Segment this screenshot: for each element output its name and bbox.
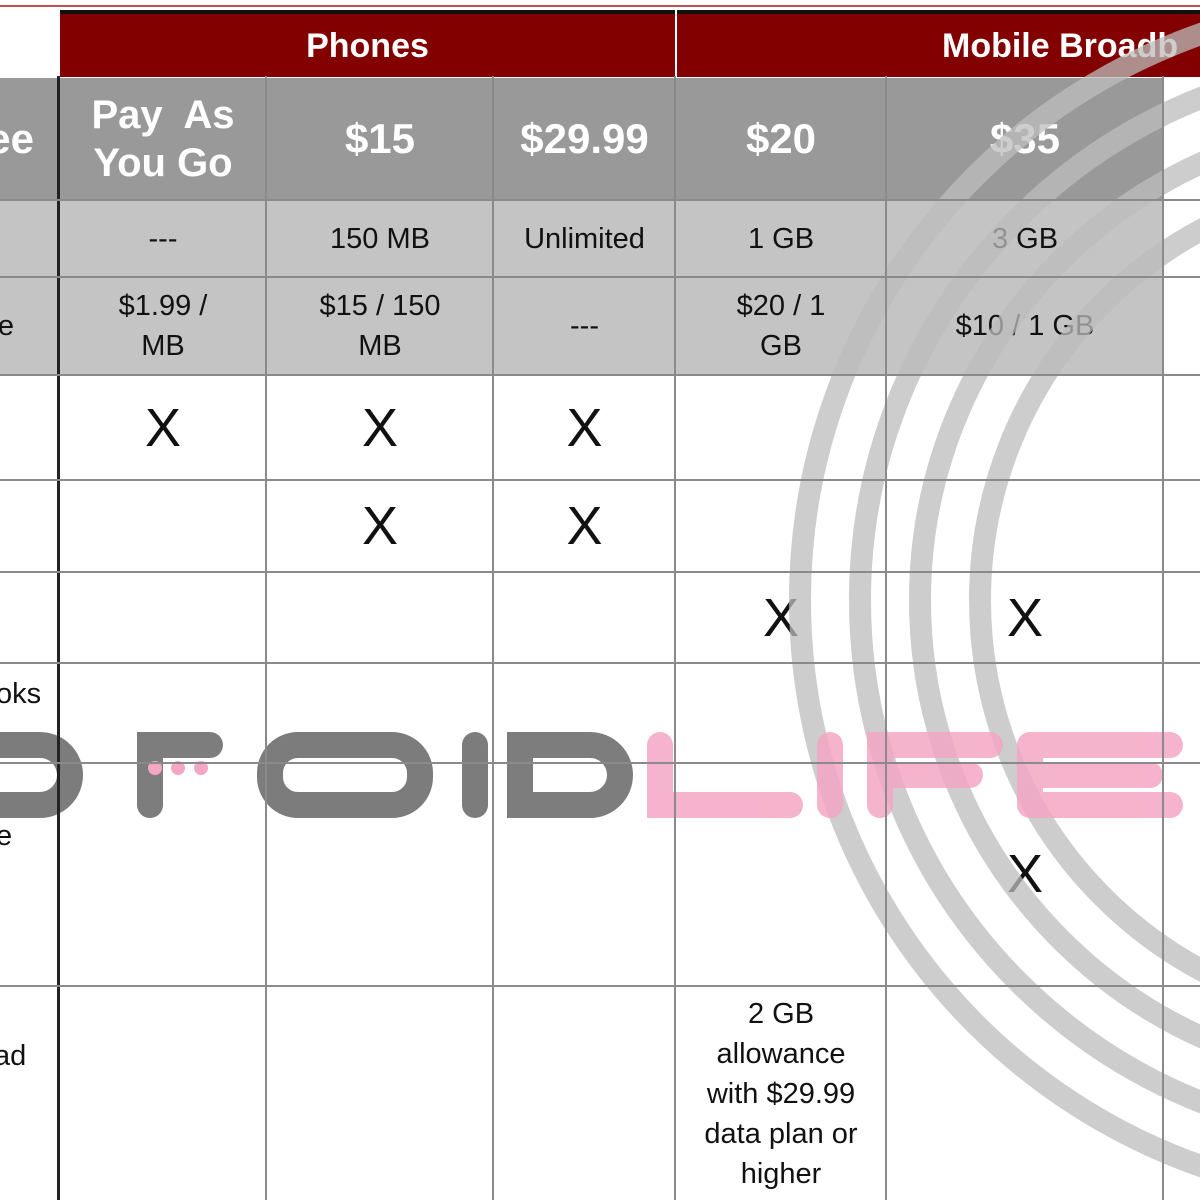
feature-cell: [267, 986, 493, 1200]
row-label-fragment: e: [0, 820, 13, 852]
row-label-fragment: oks: [0, 678, 42, 710]
divider: [0, 662, 1200, 664]
plan-price-header: $35: [887, 78, 1163, 200]
check-mark: X: [361, 398, 399, 458]
check-mark: X: [1006, 587, 1044, 648]
feature-cell: [676, 480, 886, 572]
row-label-cell: [0, 200, 58, 277]
plan-price-header: $20: [676, 78, 886, 200]
feature-cell: [887, 480, 1163, 572]
plan-price-header: Pay As You Go: [60, 78, 266, 200]
feature-cell: [494, 663, 675, 763]
divider: [0, 479, 1200, 481]
feature-cell: [676, 763, 886, 985]
top-rule: [0, 0, 1200, 7]
feature-cell: [60, 480, 266, 572]
feature-cell: [676, 376, 886, 480]
data-allowance-cell: Unlimited: [494, 200, 675, 277]
divider: [0, 571, 1200, 573]
overage-rate-cell: $10 / 1 GB: [887, 277, 1163, 375]
feature-cell: [887, 986, 1163, 1200]
data-allowance-cell: ---: [60, 200, 266, 277]
divider: [674, 76, 676, 1200]
check-mark: X: [1006, 844, 1044, 904]
check-mark: X: [144, 398, 182, 458]
corner-cell: [0, 14, 58, 78]
feature-cell: [887, 663, 1163, 763]
row-label-fragment: e: [0, 277, 58, 375]
feature-cell: [494, 986, 675, 1200]
check-mark: X: [566, 496, 603, 556]
divider: [0, 276, 1200, 278]
feature-cell: [494, 763, 675, 985]
overage-rate-cell: $20 / 1 GB: [676, 277, 886, 375]
overage-rate-cell: ---: [494, 277, 675, 375]
feature-cell: [267, 572, 493, 663]
divider: [57, 76, 60, 1200]
check-mark: X: [566, 398, 603, 458]
row-label-fragment: ad: [0, 1040, 27, 1072]
divider: [265, 76, 267, 1200]
plan-price-header: $15: [267, 78, 493, 200]
feature-cell: [887, 376, 1163, 480]
group-header-phones: Phones: [60, 10, 675, 77]
overage-rate-cell: $15 / 150 MB: [267, 277, 493, 375]
feature-cell: [60, 663, 266, 763]
feature-cell: [60, 763, 266, 985]
divider: [0, 762, 1200, 764]
feature-cell: [267, 663, 493, 763]
divider: [1162, 76, 1164, 1200]
check-mark: X: [361, 496, 399, 556]
feature-cell: [267, 763, 493, 985]
feature-cell: [60, 986, 266, 1200]
feature-cell: [60, 572, 266, 663]
divider: [0, 199, 1200, 201]
feature-cell: [676, 663, 886, 763]
data-allowance-cell: 1 GB: [676, 200, 886, 277]
data-allowance-cell: 150 MB: [267, 200, 493, 277]
group-header-mobile-broadband: Mobile Broadb: [677, 10, 1200, 77]
divider: [885, 76, 887, 1200]
data-allowance-cell: 3 GB: [887, 200, 1163, 277]
feature-cell: [494, 572, 675, 663]
row-label-fragment: ee: [0, 78, 58, 200]
overage-rate-cell: $1.99 / MB: [60, 277, 266, 375]
divider: [0, 374, 1200, 376]
divider: [0, 985, 1200, 987]
feature-cell: 2 GB allowance with $29.99 data plan or …: [704, 998, 858, 1190]
divider: [492, 76, 494, 1200]
plan-price-header: $29.99: [494, 78, 675, 200]
check-mark: X: [762, 587, 800, 648]
